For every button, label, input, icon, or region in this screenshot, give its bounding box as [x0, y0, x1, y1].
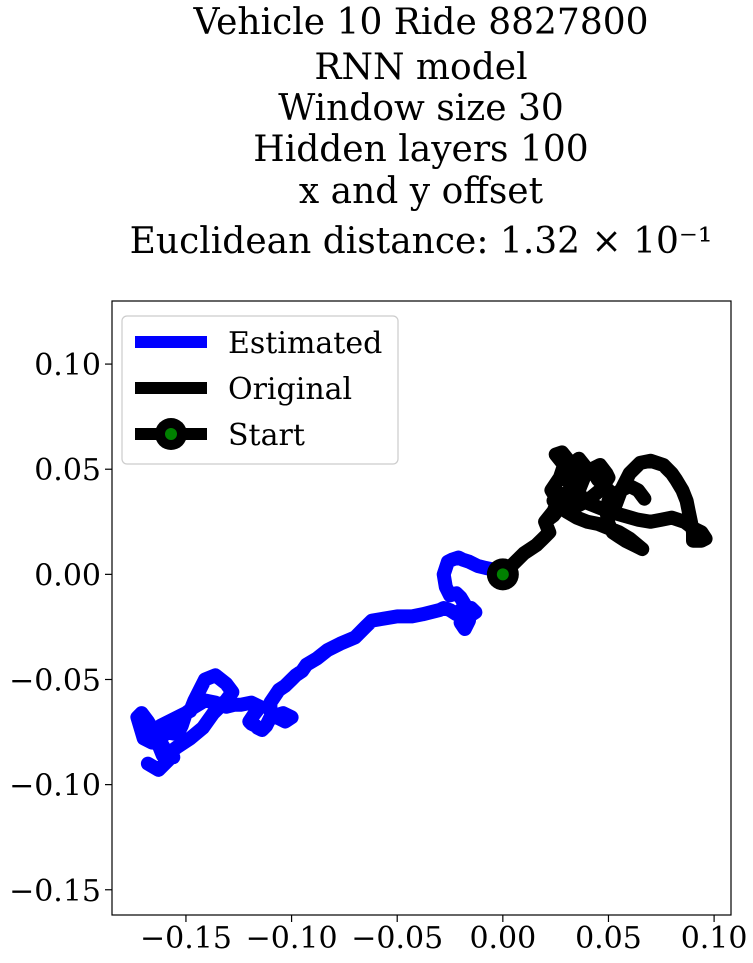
y-tick-label: −0.15: [9, 874, 101, 909]
series-layer: [130, 445, 713, 777]
x-tick-label: 0.10: [681, 921, 748, 956]
legend-label-estimated: Estimated: [228, 326, 382, 361]
title-line-3: Window size 30: [278, 88, 564, 129]
legend-start-marker: [165, 428, 177, 440]
y-tick-label: −0.05: [9, 663, 101, 698]
series-line-original: [495, 445, 713, 582]
x-tick-label: 0.05: [575, 921, 642, 956]
legend-label-start: Start: [228, 418, 305, 453]
start-marker: [496, 568, 509, 581]
series-line-estimated: [130, 550, 510, 777]
title-line-6: Euclidean distance: 1.32 × 10⁻¹: [130, 221, 713, 262]
title-line-4: Hidden layers 100: [253, 129, 588, 170]
legend-box: [121, 315, 399, 465]
x-tick-label: −0.10: [246, 921, 338, 956]
title-line-5: x and y offset: [299, 171, 544, 212]
plot-frame: [111, 300, 732, 916]
title-line-1: Vehicle 10 Ride 8827800: [192, 2, 648, 43]
x-tick-label: 0.00: [469, 921, 536, 956]
legend-label-original: Original: [228, 372, 352, 407]
y-axis: 0.10 0.05 0.00 −0.05 −0.10 −0.15: [9, 348, 112, 909]
x-axis: −0.15 −0.10 −0.05 0.00 0.05 0.10: [140, 915, 748, 956]
x-tick-label: −0.15: [140, 921, 232, 956]
title-line-2: RNN model: [314, 47, 527, 88]
y-tick-label: 0.05: [34, 453, 101, 488]
y-tick-label: −0.10: [9, 769, 101, 804]
x-tick-label: −0.05: [351, 921, 443, 956]
legend: Estimated Original Start: [121, 315, 399, 465]
y-tick-label: 0.10: [34, 348, 101, 383]
y-tick-label: 0.00: [34, 558, 101, 593]
